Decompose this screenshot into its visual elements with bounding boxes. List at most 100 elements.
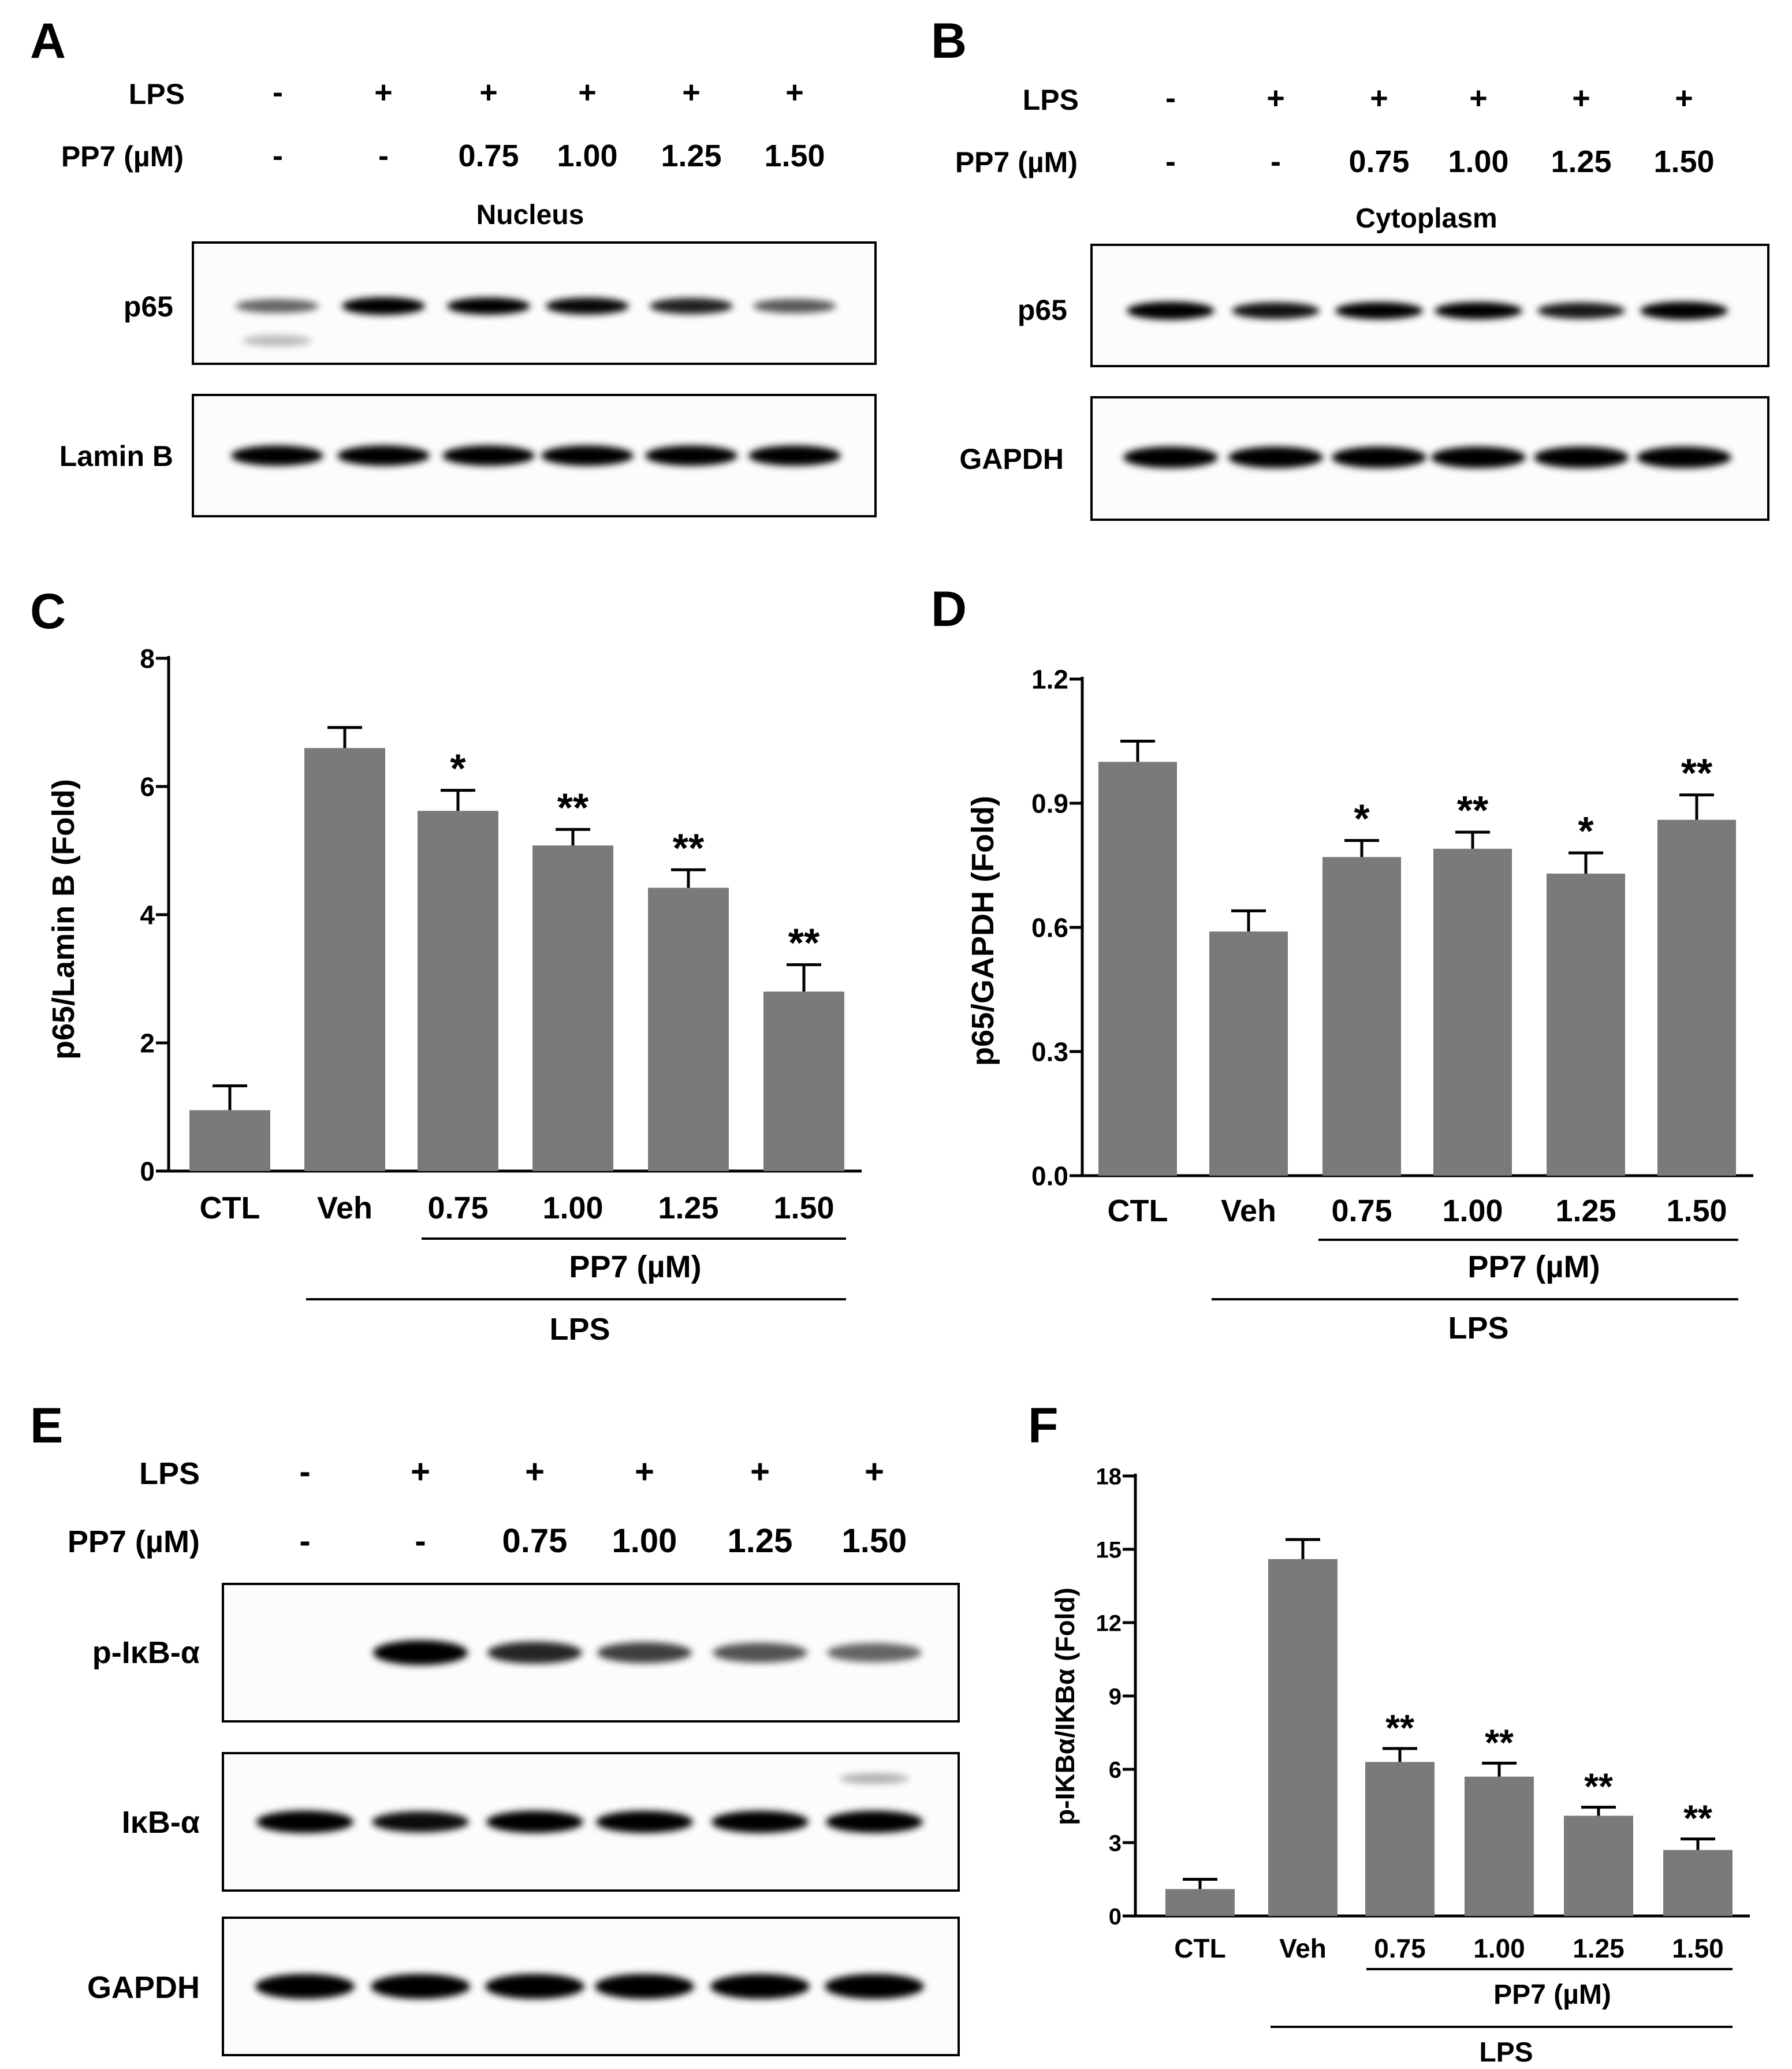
pp7-dose: - — [273, 139, 283, 173]
lps-treatment-row: - + + + + + — [1165, 81, 1693, 115]
bar — [1564, 1815, 1633, 1916]
significance-marker: ** — [1457, 788, 1489, 833]
lps-sign: + — [525, 1453, 545, 1490]
blot-band — [373, 1640, 468, 1665]
x-tick-label: 1.00 — [1473, 1933, 1525, 1963]
y-tick-label: 0 — [140, 1157, 155, 1187]
blot-band — [236, 299, 319, 314]
pp7-dose: 1.25 — [1551, 144, 1611, 179]
x-tick-label: 1.50 — [1672, 1933, 1724, 1963]
blot-label: p-IκB-α — [92, 1635, 200, 1670]
blot-band — [1534, 446, 1629, 468]
y-tick-label: 2 — [140, 1028, 155, 1058]
y-tick-label: 6 — [1109, 1757, 1122, 1783]
significance-marker: ** — [1683, 1798, 1712, 1839]
fraction-label: Cytoplasm — [1355, 203, 1497, 234]
x-tick-label: 1.50 — [773, 1191, 834, 1225]
lps-row-label: LPS — [1023, 84, 1079, 116]
blot-bands — [1127, 301, 1728, 320]
y-tick-label: 0.6 — [1031, 913, 1068, 943]
lps-sign: + — [1469, 81, 1488, 115]
bar — [763, 991, 844, 1171]
x-tick-label: CTL — [200, 1191, 260, 1225]
pp7-dose: 1.50 — [1653, 144, 1714, 179]
blot-label: p65 — [1018, 294, 1067, 326]
blot-band — [256, 1810, 353, 1833]
blot-band — [1431, 446, 1526, 468]
bar — [1433, 848, 1512, 1176]
blot-band — [255, 1974, 355, 1999]
pp7-dose: 1.00 — [612, 1522, 677, 1560]
blot-band — [596, 1810, 693, 1833]
pp7-dose: - — [1165, 144, 1176, 179]
panel-d: D p65/GAPDH (Fold) 0.0 0.3 0.6 0.9 1.2 CTL Veh… — [931, 581, 1753, 1345]
y-tick-label: 0.3 — [1031, 1037, 1068, 1067]
pp7-dose: - — [299, 1522, 310, 1560]
x-tick-label: Veh — [1221, 1194, 1276, 1228]
x-tick-label: 1.50 — [1666, 1194, 1727, 1228]
blot-bands — [373, 1640, 922, 1665]
panel-c: C p65/Lamin B (Fold) 0 2 4 6 8 CTL Veh * 0.75 ** 1… — [30, 584, 862, 1347]
significance-marker: ** — [788, 920, 820, 965]
bar — [304, 748, 385, 1171]
pp7-dose: 1.00 — [557, 139, 617, 173]
x-tick-label: Veh — [1279, 1933, 1327, 1963]
blot-label: p65 — [124, 290, 173, 323]
blot-band — [650, 298, 733, 314]
lps-sign: + — [1572, 81, 1590, 115]
y-axis-label: p65/Lamin B (Fold) — [46, 779, 81, 1060]
y-tick-label: 0 — [1109, 1904, 1122, 1929]
bar — [1165, 1889, 1235, 1916]
blot-bands — [1123, 446, 1731, 468]
blot-band — [1640, 301, 1728, 320]
bar — [1663, 1850, 1733, 1916]
y-axis-label: p65/GAPDH (Fold) — [966, 796, 1000, 1066]
group-label-pp7: PP7 (µM) — [1493, 1979, 1611, 2010]
lps-sign: + — [1675, 81, 1693, 115]
x-tick-label: 1.00 — [1442, 1194, 1503, 1228]
panel-a: A LPS PP7 (µM) - + + + + + - - 0.75 1.00… — [30, 13, 877, 517]
blot-label: Lamin B — [59, 440, 173, 472]
x-tick-label: Veh — [317, 1191, 372, 1225]
y-axis-label: p-IKBα/IKBα (Fold) — [1050, 1587, 1080, 1825]
pp7-dose: 0.75 — [502, 1522, 568, 1560]
blot-band — [337, 445, 430, 466]
pp7-dose: 1.25 — [661, 139, 721, 173]
y-tick-label: 1.2 — [1031, 665, 1068, 695]
blot-band — [825, 1974, 924, 1999]
panel-label: B — [931, 13, 967, 69]
blot-bands — [236, 297, 836, 315]
lps-treatment-row: - + + + + + — [299, 1453, 884, 1490]
blot-band — [485, 1974, 584, 1999]
pp7-treatment-row: - - 0.75 1.00 1.25 1.50 — [273, 139, 825, 173]
pp7-dose: 1.25 — [728, 1522, 793, 1560]
panel-label: C — [30, 584, 66, 639]
lps-sign: + — [1266, 81, 1285, 115]
bar — [1322, 857, 1401, 1176]
lps-sign: + — [635, 1453, 654, 1490]
blot-label: GAPDH — [959, 443, 1064, 475]
blot-band — [1228, 446, 1323, 468]
panel-label: D — [931, 581, 967, 637]
significance-marker: * — [1354, 796, 1370, 841]
blot-band — [447, 297, 530, 315]
blot-band — [1127, 301, 1214, 320]
blot-band — [1637, 446, 1731, 468]
fraction-label: Nucleus — [476, 200, 584, 230]
bar — [648, 888, 729, 1171]
bar — [1547, 873, 1625, 1176]
blot-band — [748, 445, 841, 466]
blot-band — [827, 1643, 922, 1662]
blot-band — [1123, 446, 1218, 468]
x-tick-label: 1.25 — [1555, 1194, 1616, 1228]
blot-band — [1335, 302, 1423, 319]
bar — [532, 845, 613, 1171]
lps-sign: + — [750, 1453, 770, 1490]
blot-band — [710, 1974, 810, 1999]
lps-sign: + — [785, 75, 804, 110]
x-tick-label: CTL — [1108, 1194, 1168, 1228]
significance-marker: ** — [1485, 1721, 1514, 1763]
x-tick-label: 0.75 — [427, 1191, 488, 1225]
blot-band — [371, 1974, 470, 1999]
lps-sign: + — [578, 75, 597, 110]
